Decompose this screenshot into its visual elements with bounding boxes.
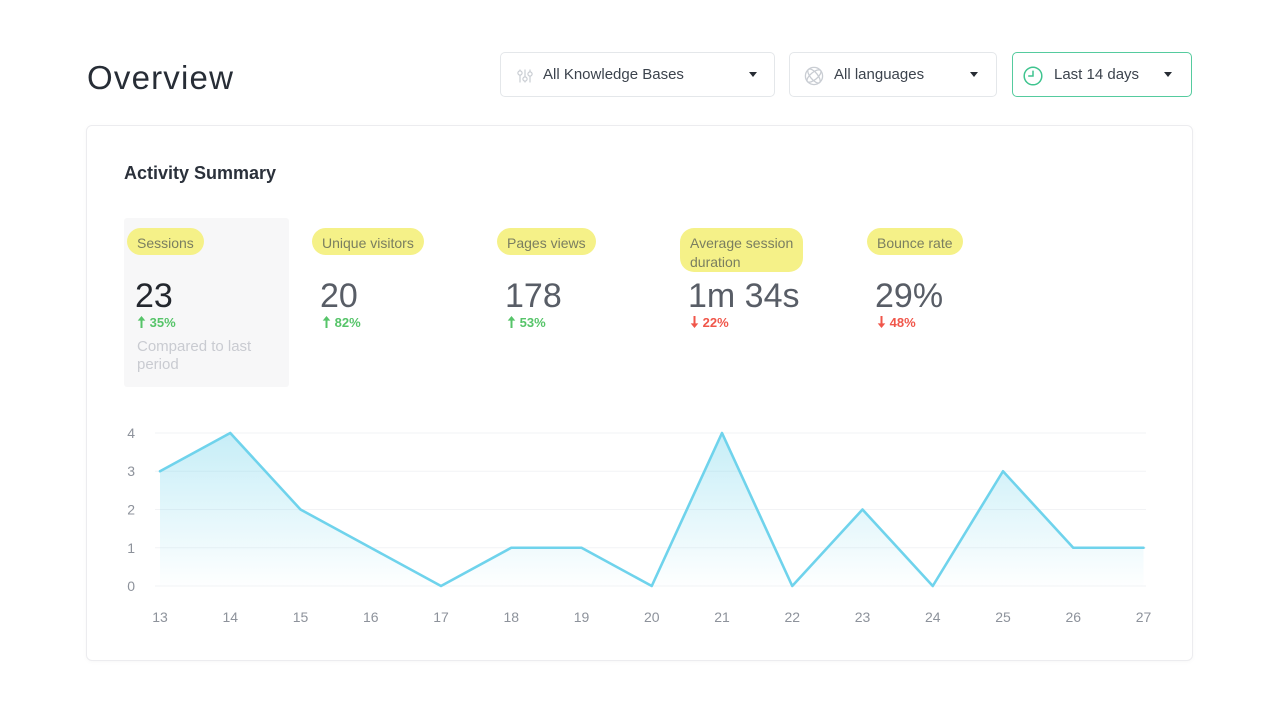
svg-text:1: 1 <box>127 540 135 556</box>
svg-text:14: 14 <box>222 609 238 625</box>
svg-text:0: 0 <box>127 578 135 594</box>
svg-text:16: 16 <box>363 609 379 625</box>
svg-text:4: 4 <box>127 425 135 441</box>
svg-text:15: 15 <box>293 609 309 625</box>
svg-text:3: 3 <box>127 463 135 479</box>
svg-text:23: 23 <box>855 609 871 625</box>
svg-text:17: 17 <box>433 609 449 625</box>
svg-text:19: 19 <box>574 609 590 625</box>
svg-text:20: 20 <box>644 609 660 625</box>
svg-text:27: 27 <box>1136 609 1152 625</box>
svg-text:2: 2 <box>127 502 135 518</box>
svg-text:21: 21 <box>714 609 730 625</box>
svg-text:18: 18 <box>503 609 519 625</box>
svg-text:26: 26 <box>1065 609 1081 625</box>
svg-text:24: 24 <box>925 609 941 625</box>
svg-text:22: 22 <box>784 609 800 625</box>
svg-text:13: 13 <box>152 609 168 625</box>
svg-text:25: 25 <box>995 609 1011 625</box>
